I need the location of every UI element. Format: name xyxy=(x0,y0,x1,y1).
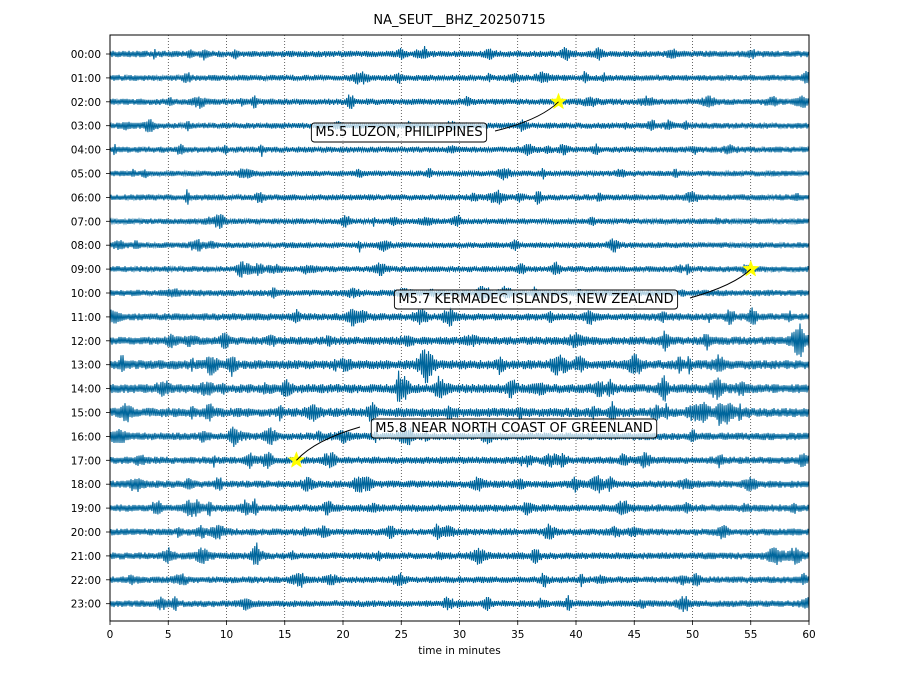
trace-1900 xyxy=(109,498,810,518)
x-tick-label: 60 xyxy=(802,629,815,641)
trace-0700 xyxy=(109,214,810,229)
x-tick-label: 45 xyxy=(628,629,641,641)
trace-0000 xyxy=(109,45,810,61)
trace-0200 xyxy=(109,94,810,109)
y-tick-label: 23:00 xyxy=(71,599,101,611)
trace-0500 xyxy=(109,168,810,181)
trace-1700 xyxy=(109,451,810,469)
event-label-box xyxy=(370,418,658,439)
y-tick-label: 12:00 xyxy=(71,336,101,348)
annotation-connector xyxy=(296,426,361,461)
y-tick-label: 11:00 xyxy=(71,312,101,324)
trace-1100 xyxy=(109,307,810,327)
trace-0600 xyxy=(109,189,810,205)
trace-1400 xyxy=(109,370,810,402)
y-tick-label: 10:00 xyxy=(71,288,101,300)
y-tick-label: 05:00 xyxy=(71,169,101,181)
event-label: M5.8 NEAR NORTH COAST OF GREENLAND xyxy=(375,421,652,436)
trace-1500 xyxy=(109,401,810,426)
annotation-connector xyxy=(689,268,752,299)
x-tick-label: 35 xyxy=(511,629,524,641)
trace-2200 xyxy=(109,572,810,588)
event-label: M5.7 KERMADEC ISLANDS, NEW ZEALAND xyxy=(398,292,673,307)
x-tick-label: 40 xyxy=(569,629,582,641)
y-tick-label: 14:00 xyxy=(71,384,101,396)
x-tick-label: 0 xyxy=(107,629,114,641)
trace-1800 xyxy=(109,475,810,494)
event-star-marker xyxy=(287,451,306,468)
y-tick-label: 09:00 xyxy=(71,264,101,276)
y-tick-label: 02:00 xyxy=(71,97,101,109)
event-label-box xyxy=(393,289,679,310)
y-tick-label: 19:00 xyxy=(71,503,101,515)
trace-0400 xyxy=(109,143,810,157)
trace-1200 xyxy=(109,323,810,358)
y-tick-label: 01:00 xyxy=(71,73,101,85)
y-tick-label: 17:00 xyxy=(71,455,101,467)
trace-1300 xyxy=(109,349,810,384)
x-axis: 0 5 10 15 20 25 30 35 40 45 50 55 60 xyxy=(107,621,816,641)
y-tick-label: 00:00 xyxy=(71,49,101,61)
x-tick-label: 20 xyxy=(336,629,349,641)
x-tick-label: 25 xyxy=(395,629,408,641)
trace-2000 xyxy=(109,523,810,541)
y-tick-label: 16:00 xyxy=(71,431,101,443)
y-tick-label: 22:00 xyxy=(71,575,101,587)
y-tick-label: 08:00 xyxy=(71,240,101,252)
x-tick-label: 5 xyxy=(165,629,172,641)
event-star-marker xyxy=(549,92,568,110)
y-tick-label: 15:00 xyxy=(71,408,101,420)
y-tick-label: 07:00 xyxy=(71,216,101,228)
chart-title: NA_SEUT__BHZ_20250715 xyxy=(373,13,545,28)
x-tick-label: 30 xyxy=(453,629,466,641)
trace-0900 xyxy=(109,261,810,278)
trace-2300 xyxy=(109,595,810,613)
y-tick-label: 21:00 xyxy=(71,551,101,563)
trace-0100 xyxy=(109,70,810,85)
event-label: M5.5 LUZON, PHILIPPINES xyxy=(315,125,482,140)
event-annotations: M5.5 LUZON, PHILIPPINES M5.7 KERMADEC ISL… xyxy=(296,101,752,461)
trace-2100 xyxy=(109,542,810,566)
x-tick-label: 10 xyxy=(220,629,233,641)
x-tick-label: 50 xyxy=(686,629,699,641)
trace-0800 xyxy=(109,238,810,253)
y-tick-label: 18:00 xyxy=(71,479,101,491)
event-label-box xyxy=(310,122,488,143)
trace-1600 xyxy=(109,426,810,448)
y-tick-label: 03:00 xyxy=(71,121,101,133)
y-tick-label: 13:00 xyxy=(71,360,101,372)
event-markers xyxy=(287,92,760,468)
trace-group xyxy=(109,45,810,613)
event-star-marker xyxy=(742,259,760,277)
y-axis: 00:00 01:00 02:00 03:00 04:00 05:00 06:00 07:00… xyxy=(71,49,110,611)
annotation-connector xyxy=(494,101,559,132)
x-tick-label: 15 xyxy=(278,629,291,641)
y-tick-label: 06:00 xyxy=(71,192,101,204)
y-tick-label: 04:00 xyxy=(71,145,101,157)
x-tick-label: 55 xyxy=(744,629,757,641)
x-axis-label: time in minutes xyxy=(418,645,500,657)
y-tick-label: 20:00 xyxy=(71,527,101,539)
